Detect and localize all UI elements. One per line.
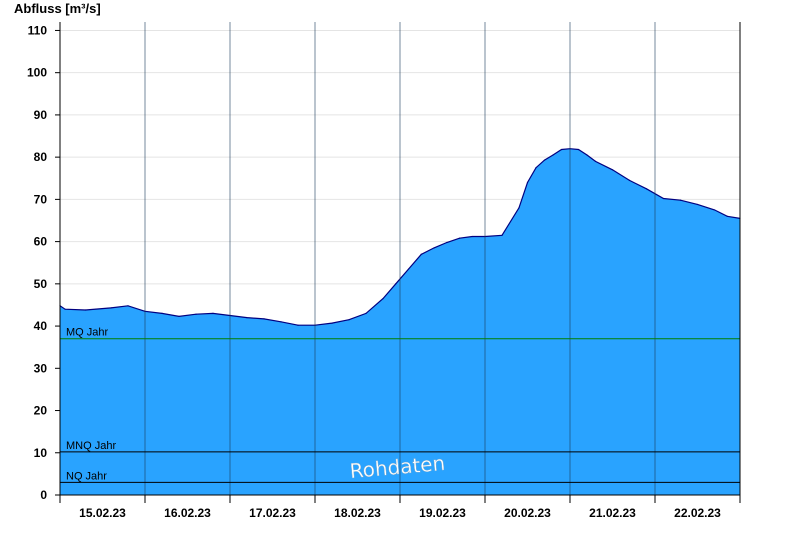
data-point [365,312,367,315]
reference-label: MNQ Jahr [66,440,116,452]
data-point [195,313,197,315]
data-point [471,235,473,238]
data-point [458,237,461,239]
y-tick-label: 30 [34,361,48,375]
data-point [280,321,282,323]
y-tick-label: 20 [34,404,48,418]
data-point [64,308,66,310]
y-tick-label: 50 [34,277,48,291]
data-point [611,169,614,171]
data-point [518,207,520,209]
y-tick-label: 0 [40,488,47,502]
data-point [178,315,180,317]
x-tick-label: 20.02.23 [504,506,551,520]
data-point [679,199,682,201]
x-tick-labels: 15.02.23 16.02.23 17.02.23 18.02.23 19.02.23… [79,506,721,520]
data-point [212,312,214,315]
data-point [110,307,112,309]
y-axis-label: Abfluss [m³/s] [14,1,101,16]
y-tick-label: 60 [34,235,48,249]
data-point [161,312,163,315]
reference-lines: MQ Jahr MNQ Jahr NQ Jahr [60,327,740,483]
vertical-gridlines [144,22,656,495]
data-point [395,283,397,285]
data-point [501,234,503,236]
series-line [59,148,741,326]
data-point [645,188,648,190]
y-tick-label: 70 [34,192,48,206]
y-tick-label: 110 [28,23,48,37]
reference-label: NQ Jahr [66,470,107,482]
x-tick-label: 19.02.23 [419,506,466,520]
x-tick-label: 16.02.23 [164,506,211,520]
data-point [713,209,716,211]
x-tick-label: 18.02.23 [334,506,381,520]
x-tick-label: 15.02.23 [79,506,126,520]
watermark-layer: Rohdaten [348,451,446,484]
watermark-text: Rohdaten [349,451,446,483]
data-point [662,197,665,200]
y-tick-label: 80 [34,150,48,164]
x-tick-label: 21.02.23 [589,506,636,520]
data-point [297,324,299,326]
data-point [84,309,87,311]
data-point [407,268,410,270]
y-tick-label: 100 [27,66,47,80]
data-point [535,167,537,169]
data-point [594,160,597,162]
x-tick-label: 22.02.23 [674,506,721,520]
axes [55,22,741,503]
reference-label: MQ Jahr [66,327,109,339]
y-tick-label: 40 [34,319,48,333]
data-point [446,241,448,244]
data-point [560,148,563,151]
data-point [331,322,333,324]
data-point [348,319,350,321]
data-point [628,179,631,181]
data-point [696,203,699,206]
y-tick-labels: 0 10 20 30 40 50 60 70 80 90 100 110 [27,23,47,502]
data-point [543,159,546,161]
data-point [263,318,265,320]
data-point [420,253,422,255]
data-point [586,154,588,156]
y-tick-label: 10 [34,446,48,460]
data-point [726,215,728,217]
data-point [552,154,554,156]
data-point [382,298,384,300]
data-point [433,247,435,249]
y-tick-label: 90 [34,108,48,122]
data-point [526,181,529,184]
data-point [127,305,129,307]
data-point [246,317,248,319]
x-tick-label: 17.02.23 [249,506,296,520]
data-point [577,148,580,151]
